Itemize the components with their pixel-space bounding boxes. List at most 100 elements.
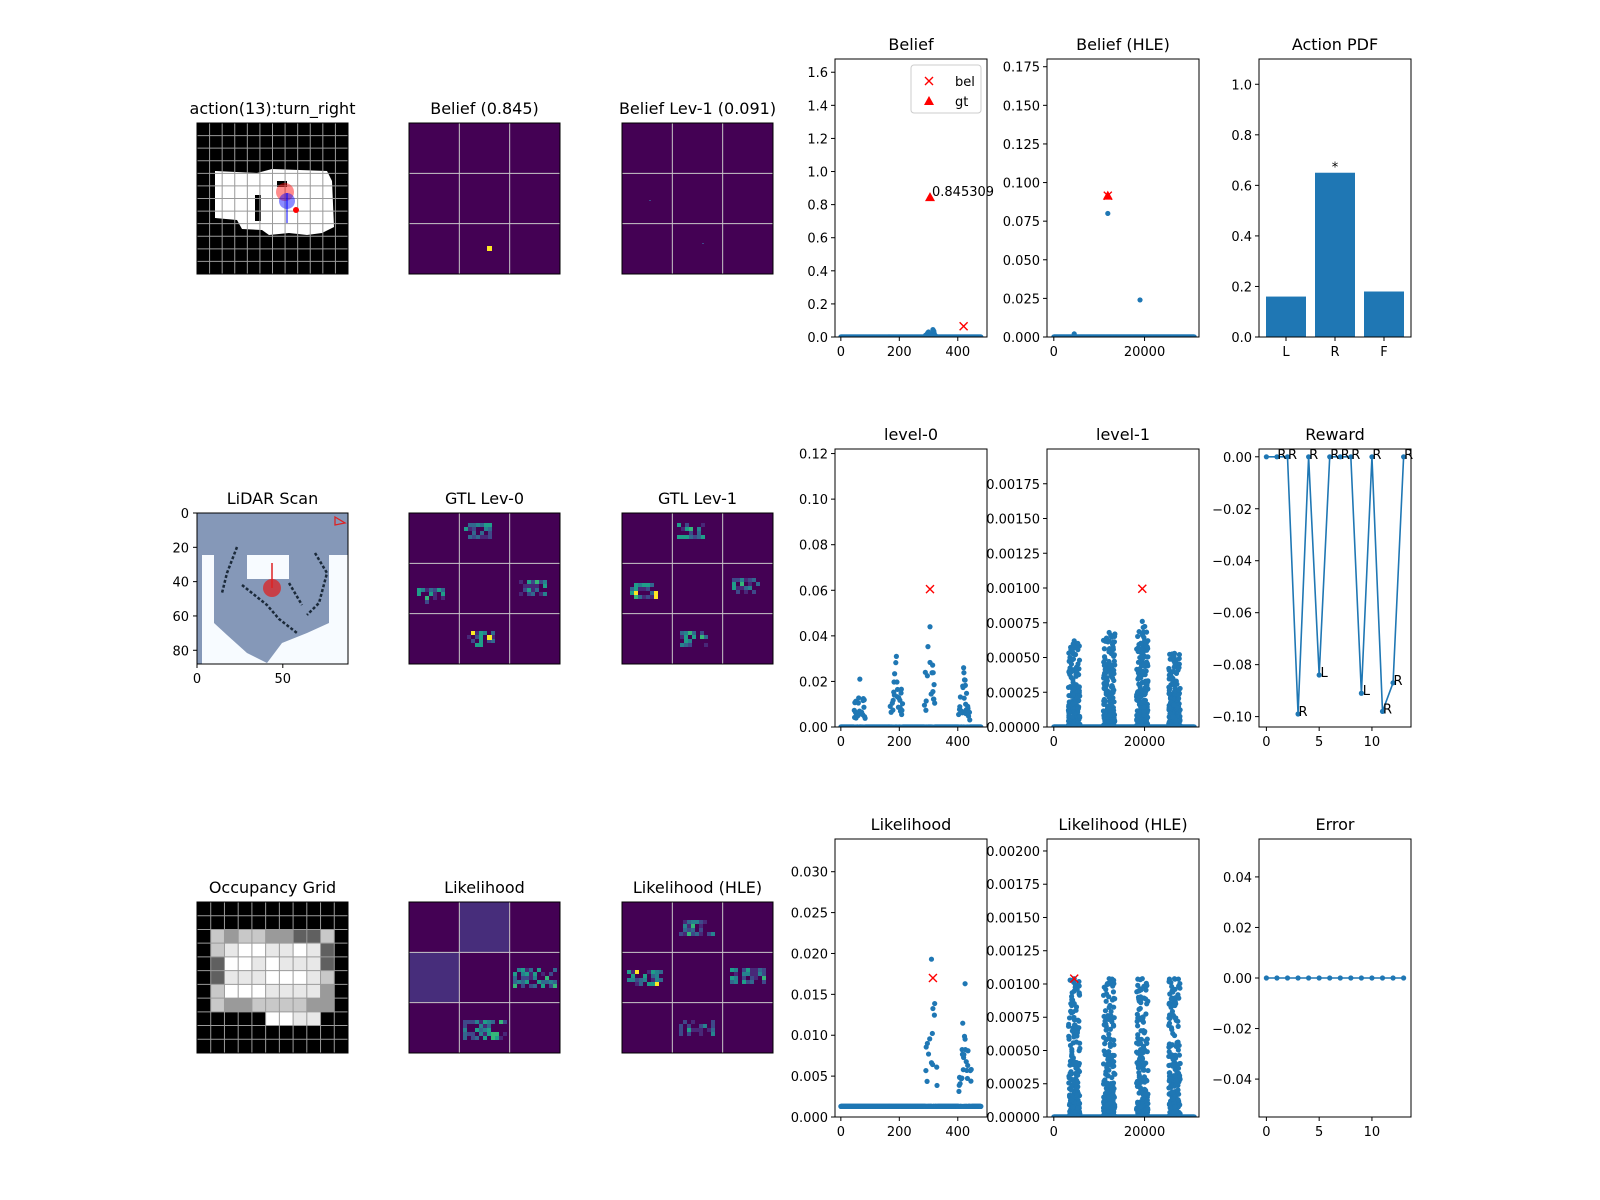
y-tick-label: 0.020	[791, 947, 828, 962]
data-point	[931, 682, 936, 687]
heat-cell	[634, 583, 638, 587]
heat-cell	[631, 978, 635, 982]
heat-cell	[519, 588, 523, 592]
heat-cell	[525, 972, 529, 976]
y-tick-label: 0.4	[807, 265, 828, 280]
occupancy-cell	[266, 1012, 280, 1026]
occupancy-cell	[279, 998, 293, 1012]
heat-cell	[655, 978, 659, 982]
data-point	[931, 670, 936, 675]
heat-cell	[646, 587, 650, 591]
heat-cell	[650, 583, 654, 587]
data-point	[1145, 644, 1150, 649]
data-point	[1143, 724, 1148, 729]
heat-cell	[634, 587, 638, 591]
data-point	[1075, 661, 1080, 666]
heat-cell	[655, 970, 659, 974]
y-tick-label: 80	[172, 644, 189, 659]
action-label: R	[1404, 448, 1413, 463]
y-tick-label: 1.4	[807, 99, 828, 114]
heat-cell	[525, 976, 529, 980]
heat-cell	[553, 968, 557, 972]
p01-title: Belief (0.845)	[430, 99, 539, 118]
data-point	[965, 1048, 970, 1053]
data-point	[962, 1037, 967, 1042]
heat-cell	[683, 1020, 687, 1024]
data-point	[1069, 662, 1074, 667]
data-point	[1176, 665, 1181, 670]
heat-cell	[487, 1020, 491, 1024]
data-point	[964, 691, 969, 696]
heat-cell	[689, 535, 693, 539]
x-tick-label: 0	[1262, 735, 1270, 750]
data-point	[1071, 692, 1076, 697]
heat-cell	[703, 1024, 707, 1028]
x-tick-label: F	[1380, 345, 1387, 360]
y-tick-label: 0.8	[1231, 129, 1252, 144]
pose-dot	[293, 207, 299, 213]
y-tick-label: −0.02	[1212, 503, 1252, 518]
heat-cell	[467, 1020, 471, 1024]
heat-cell	[467, 635, 471, 639]
x-tick-label: 200	[887, 1125, 912, 1140]
occupancy-cell	[238, 929, 252, 943]
heat-cell	[491, 1020, 495, 1024]
chart-title: Action PDF	[1292, 35, 1378, 54]
occupancy-cell	[252, 929, 266, 943]
heat-cell	[429, 588, 433, 592]
heat-cell	[429, 592, 433, 596]
heat-cell	[425, 600, 429, 604]
heat-cell	[539, 580, 543, 584]
heat-cell	[659, 970, 663, 974]
data-point	[925, 1041, 930, 1046]
data-point	[861, 705, 866, 710]
plot-area	[1047, 59, 1199, 337]
data-point	[1177, 652, 1182, 657]
heat-cell	[685, 523, 689, 527]
heat-cell	[748, 590, 752, 594]
data-point	[1176, 696, 1181, 701]
heat-cell	[642, 583, 646, 587]
occupancy-cell	[224, 971, 238, 985]
chart-likelihood_hle: 0.000000.000250.000500.000750.001000.001…	[986, 815, 1199, 1140]
panel-action-map	[197, 123, 348, 274]
peak-point	[1072, 638, 1077, 643]
peak-point	[930, 327, 935, 332]
heat-cell	[711, 1020, 715, 1024]
data-point	[1109, 635, 1114, 640]
heat-cell	[488, 531, 492, 535]
heat-cell	[471, 631, 475, 635]
heat-cell	[762, 976, 766, 980]
occupancy-cell	[293, 943, 307, 957]
plot-area	[835, 839, 987, 1117]
heat-cell	[535, 588, 539, 592]
heat-cell	[750, 980, 754, 984]
occupancy-cell	[279, 971, 293, 985]
heat-cell	[529, 972, 533, 976]
heat-cell	[527, 592, 531, 596]
heat-cell	[503, 1020, 507, 1024]
heat-cell	[677, 523, 681, 527]
heat-cell	[642, 587, 646, 591]
action-label: R	[1341, 448, 1350, 463]
heat-cell	[684, 643, 688, 647]
occupancy-cell	[252, 998, 266, 1012]
data-point	[892, 671, 897, 676]
data-point	[932, 701, 937, 706]
heat-cell	[754, 972, 758, 976]
data-point	[1071, 656, 1076, 661]
heat-cell	[488, 535, 492, 539]
y-tick-label: 20	[172, 541, 189, 556]
heat-cell	[687, 932, 691, 936]
heat-cell	[693, 535, 697, 539]
heat-cell	[467, 1032, 471, 1036]
heat-cell	[692, 631, 696, 635]
data-point	[961, 670, 966, 675]
y-tick-label: 0.00	[1223, 451, 1252, 466]
data-point	[1136, 660, 1141, 665]
p02-title: Belief Lev-1 (0.091)	[619, 99, 776, 118]
heat-cell	[699, 920, 703, 924]
chart-title: Belief	[888, 35, 934, 54]
data-point	[893, 660, 898, 665]
